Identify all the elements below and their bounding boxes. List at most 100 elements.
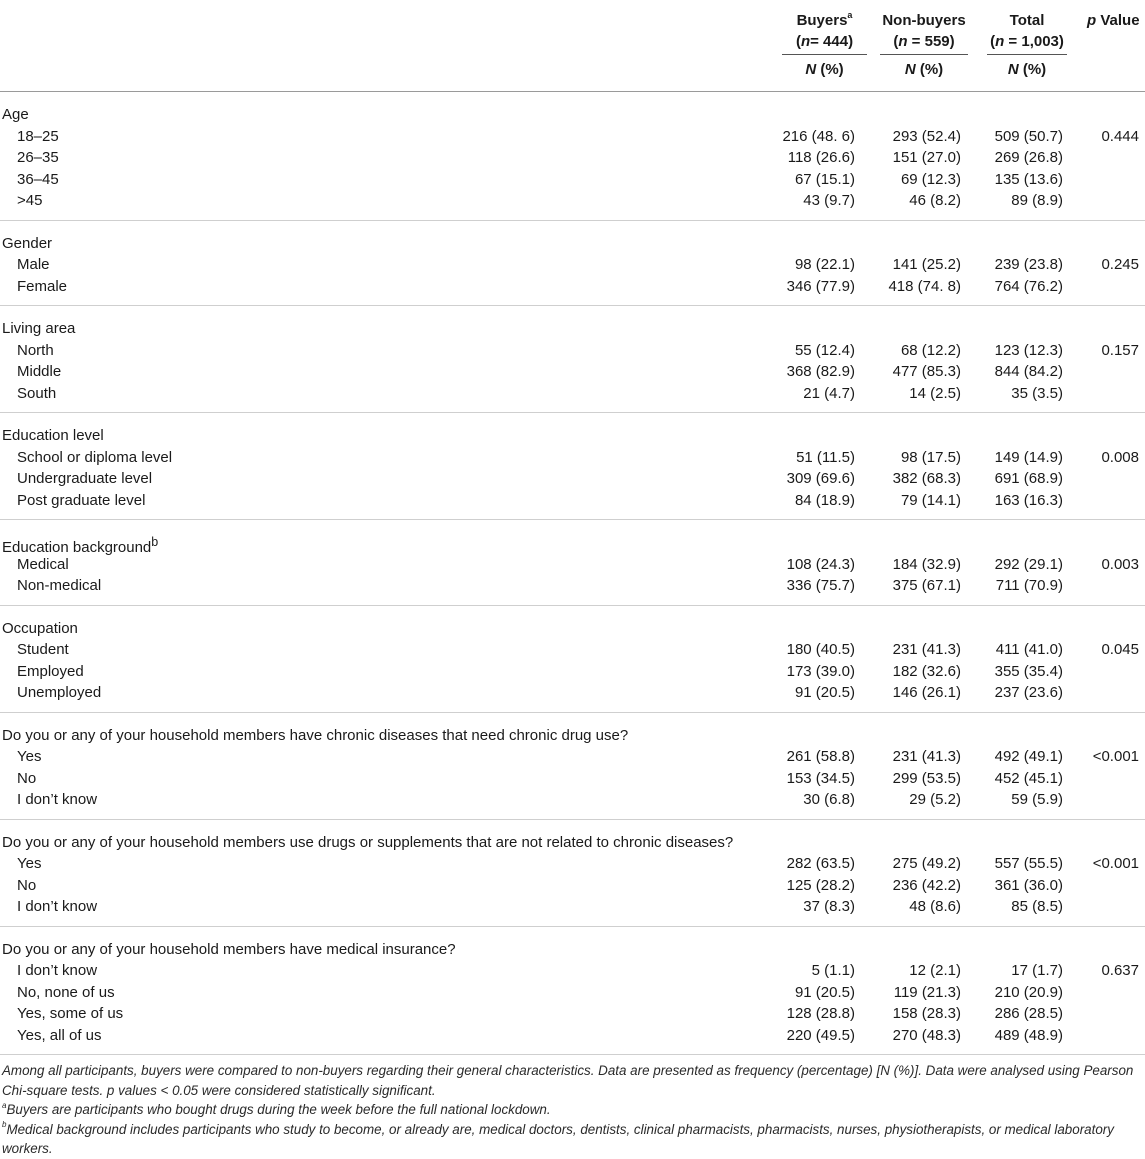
total-cell: 239 (23.8) [994,256,1063,273]
total-cell: 764 (76.2) [994,277,1063,295]
row-label: I don’t know [17,791,98,808]
p-value-cell: 0.008 [1101,448,1139,466]
p-value-cell: 0.157 [1101,341,1139,359]
table-row: Yes, some of us 128 (28.8) 158 (28.3) 286 (… [0,1003,1145,1025]
non-buyers-cell: 418 (74. 8) [888,277,961,295]
total-cell: 149 (14.9) [994,448,1063,466]
total-cell: 355 (35.4) [994,662,1063,680]
total-cell: 286 (28.5) [994,1005,1063,1022]
row-label: School or diploma level [17,448,173,466]
total-cell: 237 (23.6) [994,684,1063,701]
header-rule [782,54,867,55]
section-title-text: Living area [2,320,76,337]
total-cell: 163 (16.3) [994,491,1063,509]
header-total-pct: (%) [1018,61,1047,78]
table-body: Age 18–25 216 (48. 6) 293 (52.4) 509 (50.7) 0… [0,92,1145,1055]
footnote-mark-b: b [151,535,159,549]
row-label: Employed [17,662,84,680]
section-title: Occupation [2,618,78,640]
table-row: >45 43 (9.7) 46 (8.2) 89 (8.9) [0,190,1145,212]
buyers-cell: 336 (75.7) [786,577,855,594]
row-label: >45 [17,192,43,209]
section-title: Education backgroundb [2,532,158,559]
section-title: Living area [2,318,75,340]
section-title-text: Occupation [2,619,78,637]
table-section: Occupation Student 180 (40.5) 231 (41.3) 411… [0,606,1145,713]
buyers-cell: 220 (49.5) [786,1026,855,1044]
total-cell: 361 (36.0) [994,876,1063,894]
header-buyers-title: Buyers [796,12,848,29]
p-value-cell: 0.637 [1101,962,1139,979]
buyers-cell: 309 (69.6) [786,470,855,487]
footnote-a-mark: a [2,1100,7,1110]
total-cell: 123 (12.3) [994,341,1063,359]
non-buyers-cell: 119 (21.3) [893,983,961,1001]
header-rule [880,54,968,55]
buyers-cell: 346 (77.9) [786,277,855,295]
buyers-cell: 180 (40.5) [786,641,855,658]
table-row: 36–45 67 (15.1) 69 (12.3) 135 (13.6) [0,169,1145,191]
non-buyers-cell: 184 (32.9) [892,555,961,573]
total-cell: 411 (41.0) [995,641,1063,658]
total-cell: 844 (84.2) [994,363,1063,380]
footnote-a: aBuyers are participants who bought drug… [2,1100,1145,1120]
section-title: Education level [2,425,104,447]
table-row: Post graduate level 84 (18.9) 79 (14.1) 163… [0,490,1145,512]
table-row: No 125 (28.2) 236 (42.2) 361 (36.0) [0,875,1145,897]
total-cell: 452 (45.1) [994,769,1063,787]
header-non-buyers-n: = 559) [907,33,955,50]
table-row: Employed 173 (39.0) 182 (32.6) 355 (35.4) [0,661,1145,683]
table-row: 18–25 216 (48. 6) 293 (52.4) 509 (50.7) 0.44… [0,126,1145,148]
table-row: Unemployed 91 (20.5) 146 (26.1) 237 (23.6) [0,682,1145,704]
total-cell: 89 (8.9) [1011,192,1063,209]
table-row: 26–35 118 (26.6) 151 (27.0) 269 (26.8) [0,147,1145,169]
total-cell: 292 (29.1) [994,555,1063,573]
buyers-cell: 261 (58.8) [786,748,855,765]
row-label: Yes, some of us [17,1005,124,1022]
table-section: Do you or any of your household members … [0,927,1145,1055]
non-buyers-cell: 477 (85.3) [892,363,961,380]
row-label: Yes, all of us [17,1026,102,1044]
row-label: Male [17,256,50,273]
table-footnotes: Among all participants, buyers were comp… [0,1055,1145,1159]
non-buyers-cell: 375 (67.1) [892,577,961,594]
table-row: North 55 (12.4) 68 (12.2) 123 (12.3) 0.157 [0,340,1145,362]
buyers-cell: 125 (28.2) [786,876,855,894]
p-value-cell: 0.045 [1101,641,1139,658]
section-title-text: Do you or any of your household members … [2,726,629,744]
section-title-text: Education level [2,427,104,444]
buyers-cell: 5 (1.1) [811,962,855,979]
header-total-n: = 1,003) [1004,33,1064,50]
header-total: Total (n = 1,003) N (%) [987,10,1067,80]
section-title-text: Do you or any of your household members … [2,940,456,958]
section-title-text: Education background [2,539,152,556]
buyers-cell: 67 (15.1) [794,170,855,188]
row-label: Student [17,641,69,658]
header-buyers-pct: (%) [816,61,844,78]
row-label: No [17,769,37,787]
table-row: South 21 (4.7) 14 (2.5) 35 (3.5) [0,383,1145,405]
non-buyers-cell: 46 (8.2) [909,192,961,209]
table-section: Gender Male 98 (22.1) 141 (25.2) 239 (23.8) 0… [0,221,1145,306]
table-section: Education backgroundb Medical 108 (24.3) 18… [0,520,1145,606]
header-p-symbol: p [1087,12,1097,29]
section-header-row: Gender [0,233,1145,255]
non-buyers-cell: 146 (26.1) [892,684,961,701]
header-non-buyers-pct: (%) [915,61,944,78]
table-row: Yes 261 (58.8) 231 (41.3) 492 (49.1) <0.001 [0,746,1145,768]
footnote-a-text: Buyers are participants who bought drugs… [6,1102,551,1117]
buyers-cell: 37 (8.3) [803,898,855,915]
row-label: 18–25 [17,127,59,145]
section-title: Do you or any of your household members … [2,939,456,961]
table-section: Education level School or diploma level 51… [0,413,1145,520]
p-value-cell: 0.444 [1101,127,1139,145]
table-section: Age 18–25 216 (48. 6) 293 (52.4) 509 (50.7) 0… [0,92,1145,221]
row-label: Unemployed [17,684,102,701]
non-buyers-cell: 98 (17.5) [900,448,961,466]
total-cell: 711 (70.9) [995,577,1063,594]
row-label: Medical [17,555,69,573]
buyers-cell: 153 (34.5) [786,769,855,787]
buyers-cell: 91 (20.5) [794,684,855,701]
section-title: Age [2,104,29,126]
